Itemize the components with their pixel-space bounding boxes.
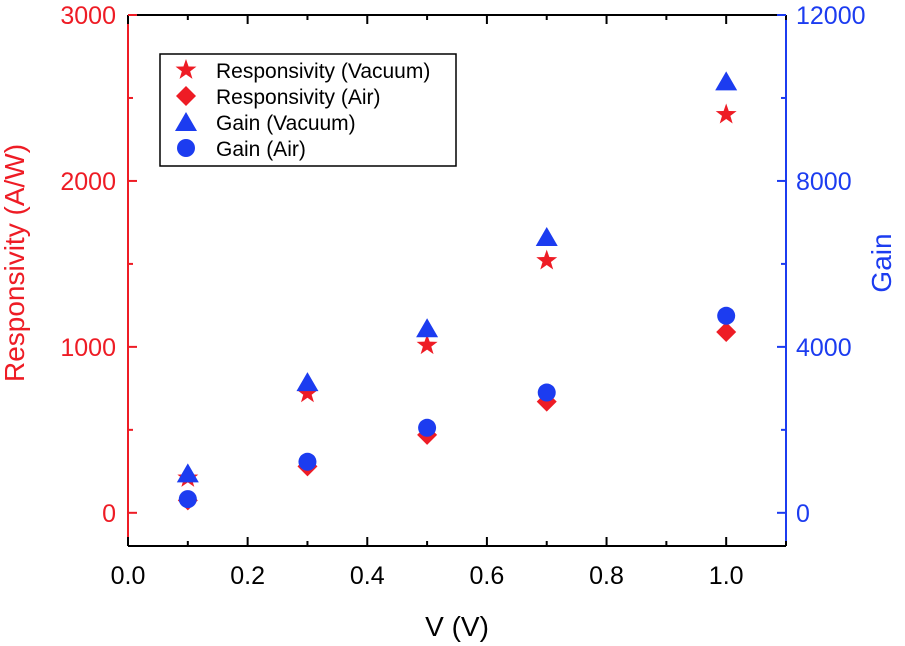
- y-axis-right-title: Gain: [866, 233, 897, 292]
- legend-label: Responsivity (Air): [216, 86, 381, 109]
- x-tick-label: 1.0: [709, 562, 744, 590]
- data-marks: [176, 71, 738, 511]
- y-left-tick-label: 2000: [60, 168, 116, 196]
- data-point-triangle: [535, 226, 558, 246]
- data-point-circle: [298, 452, 317, 471]
- data-point-triangle: [296, 372, 319, 392]
- legend-label: Gain (Vacuum): [216, 112, 356, 135]
- y-right-tick-label: 12000: [796, 2, 866, 30]
- series-diamond: [177, 321, 737, 511]
- legend-box: [159, 53, 457, 167]
- y-right-tick-label: 4000: [796, 334, 852, 362]
- x-tick-label: 0.6: [470, 562, 505, 590]
- y-left-tick-label: 3000: [60, 2, 116, 30]
- data-point-star: [296, 382, 318, 403]
- data-point-triangle: [416, 318, 439, 338]
- legend: Responsivity (Vacuum) Responsivity (Air) G…: [159, 53, 457, 167]
- data-point-circle: [717, 306, 736, 325]
- legend-marker-star: [175, 59, 197, 79]
- y-right-tick-label: 8000: [796, 168, 852, 196]
- x-tick-label: 0.4: [350, 562, 385, 590]
- y-axis-left-title: Responsivity (A/W): [0, 144, 30, 382]
- data-point-star: [536, 249, 558, 270]
- axes: [127, 14, 787, 547]
- series-circle: [178, 306, 736, 509]
- data-point-star: [416, 334, 438, 355]
- data-point-triangle: [715, 71, 738, 91]
- y-right-tick-label: 0: [796, 500, 810, 528]
- data-point-circle: [418, 418, 437, 437]
- legend-marker-diamond: [176, 86, 196, 106]
- y-left-tick-label: 0: [102, 500, 116, 528]
- legend-label: Responsivity (Vacuum): [216, 60, 430, 83]
- data-point-circle: [178, 490, 197, 509]
- ticks: 0.0 0.2 0.4 0.6 0.8 1.0 0 1000 2000 3000 0 4000 8000…: [60, 2, 865, 590]
- data-point-star: [715, 103, 737, 124]
- series-triangle: [176, 71, 738, 483]
- x-tick-label: 0.2: [230, 562, 265, 590]
- data-point-triangle: [176, 463, 199, 483]
- x-tick-label: 0.8: [589, 562, 624, 590]
- legend-marker-triangle: [175, 112, 197, 131]
- data-point-diamond: [716, 321, 737, 342]
- x-tick-label: 0.0: [111, 562, 146, 590]
- legend-marker-circle: [177, 139, 195, 157]
- x-axis-title: V (V): [425, 611, 489, 642]
- legend-label: Gain (Air): [216, 138, 306, 161]
- data-point-circle: [537, 383, 556, 402]
- y-left-tick-label: 1000: [60, 334, 116, 362]
